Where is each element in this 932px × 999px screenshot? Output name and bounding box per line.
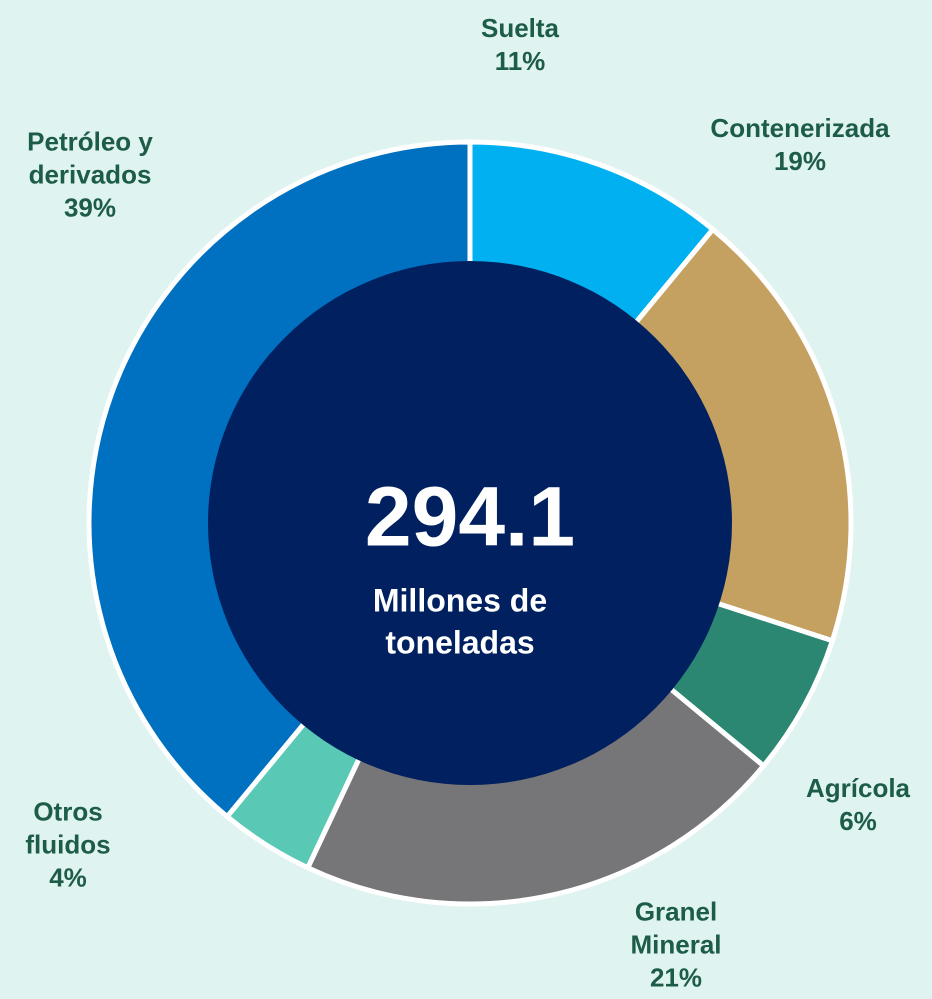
- category-label: Petróleo y derivados: [27, 126, 153, 190]
- center-value: 294.1: [364, 469, 576, 564]
- value-label: 21%: [649, 962, 703, 993]
- value-label: 39%: [63, 192, 117, 223]
- category-label: Contenerizada: [710, 112, 890, 143]
- value-label: 11%: [494, 46, 546, 76]
- slice-label: Agrícola 6%: [788, 772, 928, 838]
- value-label: 6%: [839, 806, 877, 836]
- category-label: Otros fluidos: [25, 796, 111, 860]
- slice-label: Granel Mineral 21%: [611, 895, 741, 994]
- slice-label: Suelta 11%: [460, 12, 580, 78]
- value-label: 4%: [49, 862, 87, 893]
- center-label: Millones de toneladas: [372, 582, 548, 660]
- slice-label: Petróleo y derivados 39%: [10, 125, 170, 224]
- value-label: 19%: [773, 146, 827, 176]
- slice-label: Otros fluidos 4%: [13, 795, 123, 894]
- center-circle: [208, 261, 732, 785]
- category-label: Agrícola: [805, 772, 911, 803]
- slice-label: Contenerizada 19%: [680, 112, 920, 178]
- category-label: Suelta: [480, 12, 560, 43]
- category-label: Granel Mineral: [630, 896, 722, 960]
